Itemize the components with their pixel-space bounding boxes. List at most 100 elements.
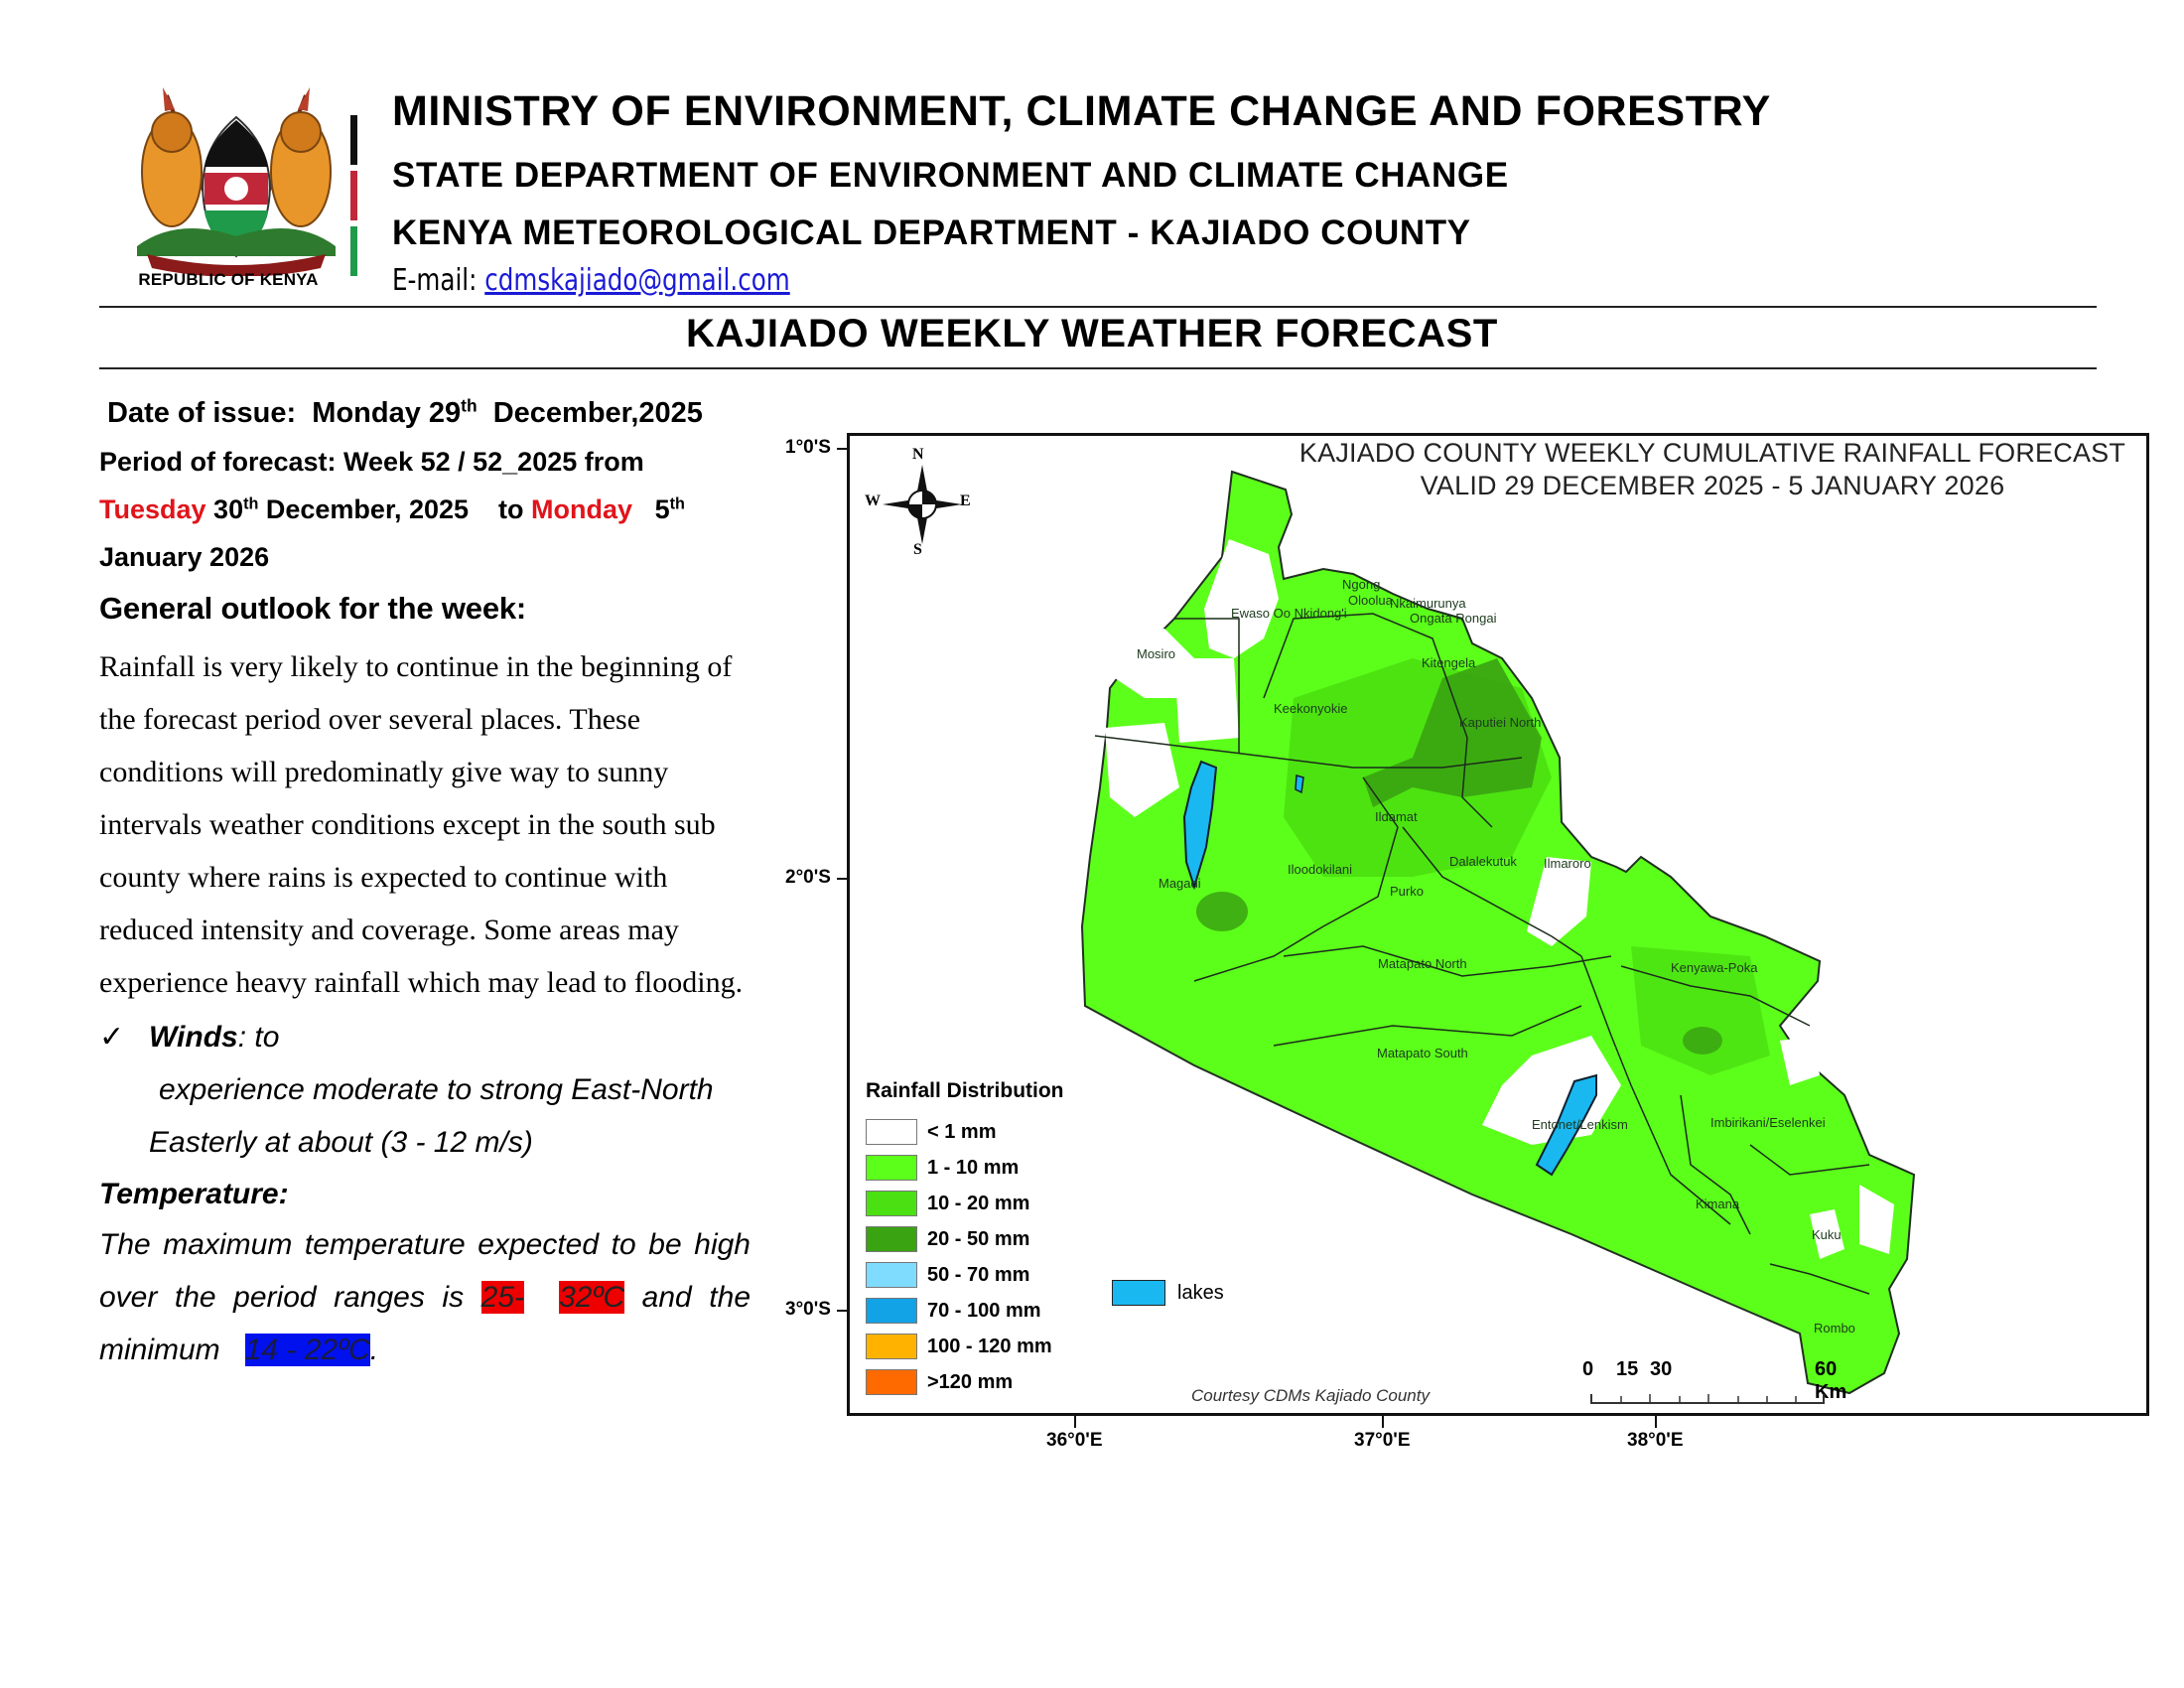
general-outlook-body: Rainfall is very likely to continue in t… <box>99 650 744 999</box>
date-of-issue: Date of issue: Monday 29th December,2025 <box>107 397 751 430</box>
lat-tick-mark <box>837 878 847 880</box>
min-temp-range: 14 - 22ºC <box>244 1334 370 1366</box>
kmd-county-heading: KENYA METEOROLOGICAL DEPARTMENT - KAJIAD… <box>392 213 1471 252</box>
checkmark-icon: ✓ <box>99 1021 125 1054</box>
place-label: Ewaso Oo Nkidong'i <box>1231 606 1347 621</box>
scale-bar <box>1590 1394 1825 1404</box>
lat-tick-3s: 3°0'S <box>785 1299 831 1320</box>
outlook-heading-part: outlook for the week <box>220 591 516 626</box>
max-temp-high: 32ºC <box>559 1281 625 1314</box>
place-label: Imbirikani/Eselenkei <box>1710 1115 1826 1130</box>
legend-swatch <box>866 1119 917 1145</box>
scale-label: 30 <box>1650 1358 1673 1380</box>
lon-tick-38e: 38°0'E <box>1627 1430 1684 1451</box>
document-title: KAJIADO WEEKLY WEATHER FORECAST <box>686 312 1498 355</box>
period-range: Tuesday 30th December, 2025 to Monday 5t… <box>99 486 751 533</box>
legend-item: 1 - 10 mm <box>866 1150 1052 1186</box>
legend-label: < 1 mm <box>927 1120 997 1143</box>
lat-tick-mark <box>837 448 847 450</box>
legend-swatch <box>866 1191 917 1216</box>
lon-tick-37e: 37°0'E <box>1354 1430 1411 1451</box>
place-label: Kenyawa-Poka <box>1671 960 1758 975</box>
kajiado-county-map <box>883 465 1916 1395</box>
place-label: Entonet/Lenkism <box>1532 1117 1628 1132</box>
email-line: E-mail: cdmskajiado@gmail.com <box>392 263 790 298</box>
issue-date: Monday 29 <box>312 397 462 429</box>
legend-item: >120 mm <box>866 1364 1052 1400</box>
start-month: December, 2025 <box>258 494 470 524</box>
legend-swatch <box>866 1226 917 1252</box>
place-label: Mosiro <box>1137 646 1176 661</box>
legend-label: 70 - 100 mm <box>927 1299 1041 1322</box>
legend-label: 10 - 20 mm <box>927 1192 1030 1214</box>
general-outlook-heading: General outlook for the week: <box>99 591 751 627</box>
end-date: 5 <box>654 494 670 524</box>
place-label: Keekonyokie <box>1274 701 1348 716</box>
period-line: Period of forecast: Week 52 / 52_2025 fr… <box>99 447 644 477</box>
scale-label: 0 <box>1582 1358 1594 1380</box>
place-label: Purko <box>1390 884 1424 899</box>
legend-title: Rainfall Distribution <box>866 1079 1064 1102</box>
map-title: KAJIADO COUNTY WEEKLY CUMULATIVE RAINFAL… <box>1271 437 2154 502</box>
place-label: Ilmaroro <box>1544 856 1591 871</box>
place-label: Kitengela <box>1422 655 1476 670</box>
max-temp-low: 25- <box>480 1281 524 1314</box>
lat-tick-2s: 2°0'S <box>785 867 831 888</box>
temperature-heading: Temperature: <box>99 1178 289 1210</box>
start-date: 30 <box>205 494 244 524</box>
lat-tick-1s: 1°0'S <box>785 437 831 458</box>
issue-label: Date of issue: <box>107 397 297 429</box>
email-link[interactable]: cdmskajiado@gmail.com <box>484 263 790 298</box>
place-label: Ildamat <box>1375 809 1418 824</box>
legend-label: 20 - 50 mm <box>927 1227 1030 1250</box>
place-label: Rombo <box>1814 1321 1855 1336</box>
start-day: Tuesday <box>99 494 206 524</box>
legend-label: 1 - 10 mm <box>927 1156 1020 1179</box>
temperature-text: The maximum temperature expected to be h… <box>99 1228 751 1314</box>
start-suffix: th <box>243 494 259 513</box>
scale-label: 15 <box>1616 1358 1639 1380</box>
compass-north-label: N <box>912 446 924 463</box>
emblem-caption: REPUBLIC OF KENYA <box>138 270 319 289</box>
legend-swatch <box>866 1334 917 1359</box>
legend-swatch <box>866 1262 917 1288</box>
forecast-text-column: Date of issue: Monday 29th December,2025… <box>99 397 751 1376</box>
winds-line-3: Easterly at about (3 - 12 m/s) <box>149 1126 533 1159</box>
end-suffix: th <box>669 494 685 513</box>
compass-east-label: E <box>960 492 971 509</box>
place-label: Matapato South <box>1377 1046 1468 1060</box>
ministry-heading: MINISTRY OF ENVIRONMENT, CLIMATE CHANGE … <box>392 87 1771 135</box>
place-label: Iloodokilani <box>1288 862 1353 877</box>
map-title-line-1: KAJIADO COUNTY WEEKLY CUMULATIVE RAINFAL… <box>1298 438 2126 468</box>
lat-tick-mark <box>837 1310 847 1312</box>
lakes-label: lakes <box>1177 1281 1224 1304</box>
temperature-text: . <box>369 1334 379 1366</box>
lon-tick-mark <box>1655 1416 1657 1428</box>
place-label: Kuku <box>1812 1227 1842 1242</box>
legend-item: 10 - 20 mm <box>866 1186 1052 1221</box>
legend-swatch <box>866 1369 917 1395</box>
winds-lead: : to <box>237 1021 280 1054</box>
issue-month-year: December,2025 <box>492 397 703 429</box>
winds-section: ✓ Winds: to experience moderate to strong… <box>99 1011 751 1169</box>
rainfall-legend: < 1 mm 1 - 10 mm 10 - 20 mm 20 - 50 mm 5… <box>866 1114 1052 1400</box>
place-label: Oloolua <box>1348 593 1393 608</box>
compass-rose-icon <box>883 465 962 544</box>
header-divider <box>99 306 2097 308</box>
issue-suffix: th <box>461 395 478 416</box>
compass-south-label: S <box>913 541 922 558</box>
lon-tick-mark <box>1382 1416 1384 1428</box>
lon-tick-36e: 36°0'E <box>1046 1430 1103 1451</box>
legend-label: >120 mm <box>927 1370 1014 1393</box>
outlook-heading-colon: : <box>515 591 527 626</box>
state-department-heading: STATE DEPARTMENT OF ENVIRONMENT AND CLIM… <box>392 156 1509 195</box>
place-label: Matapato North <box>1378 956 1467 971</box>
place-label: Kaputiei North <box>1459 715 1542 730</box>
end-month-year: January 2026 <box>99 542 270 572</box>
lakes-legend: lakes <box>1112 1280 1224 1306</box>
winds-label: Winds <box>149 1021 238 1054</box>
legend-swatch <box>866 1155 917 1181</box>
flag-color-bar <box>350 115 357 276</box>
legend-label: 100 - 120 mm <box>927 1335 1052 1357</box>
place-label: Dalalekutuk <box>1449 854 1517 869</box>
